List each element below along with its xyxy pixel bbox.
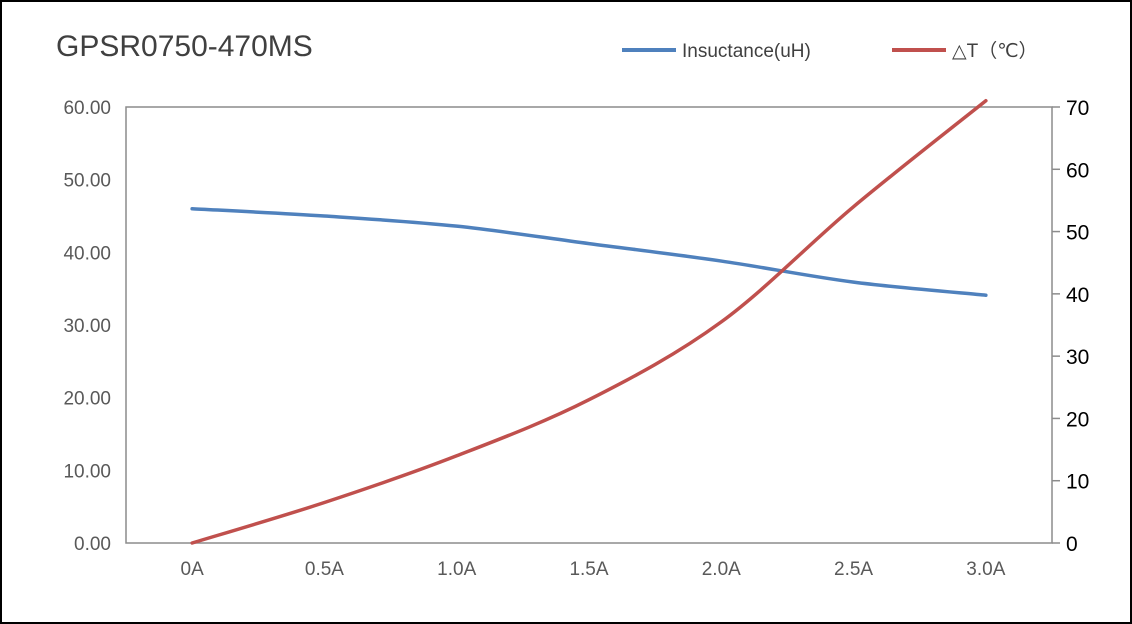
y-tick-label-left: 50.00 <box>63 171 111 192</box>
y-tick-label-right: 50 <box>1066 222 1089 245</box>
x-tick-label: 3.0A <box>966 559 1005 580</box>
plot-area <box>125 106 1053 544</box>
series-layer <box>190 99 988 545</box>
x-axis: 0A 0.5A 1.0A 1.5A 2.0A 2.5A 3.0A <box>181 559 1006 580</box>
y-tick-label-left: 20.00 <box>63 389 111 410</box>
y-tick-label-right: 40 <box>1066 284 1089 307</box>
y-tick-label-left: 40.00 <box>63 243 111 264</box>
y-tick-label-right: 10 <box>1066 471 1089 494</box>
y-tick-label-left: 30.00 <box>63 316 111 337</box>
y-tick-label-left: 0.00 <box>74 534 111 555</box>
x-tick-label: 2.0A <box>702 559 741 580</box>
x-tick-label: 0.5A <box>305 559 344 580</box>
chart-title: GPSR0750-470MS <box>56 30 313 63</box>
x-tick-label: 1.0A <box>437 559 476 580</box>
y-tick-label-left: 60.00 <box>63 98 111 119</box>
x-tick-label: 1.5A <box>569 559 608 580</box>
legend-label-1: Insuctance(uH) <box>682 41 811 62</box>
legend: Insuctance(uH) △T（℃） <box>622 40 1038 62</box>
right-axis: 0 10 20 30 40 50 60 70 <box>1052 97 1089 556</box>
y-tick-label-right: 0 <box>1066 533 1078 556</box>
x-tick-label: 0A <box>181 559 205 580</box>
series-line-2 <box>190 99 988 545</box>
y-tick-label-right: 60 <box>1066 159 1089 182</box>
left-axis: 0.00 10.00 20.00 30.00 40.00 50.00 60.00 <box>63 98 111 555</box>
plot-border <box>125 106 1053 544</box>
y-tick-label-right: 20 <box>1066 408 1089 431</box>
legend-label-2: △T（℃） <box>952 40 1038 62</box>
x-tick-label: 2.5A <box>834 559 873 580</box>
y-tick-label-left: 10.00 <box>63 461 111 482</box>
series-line-1 <box>190 206 988 297</box>
y-tick-label-right: 70 <box>1066 97 1089 120</box>
y-tick-label-right: 30 <box>1066 346 1089 369</box>
